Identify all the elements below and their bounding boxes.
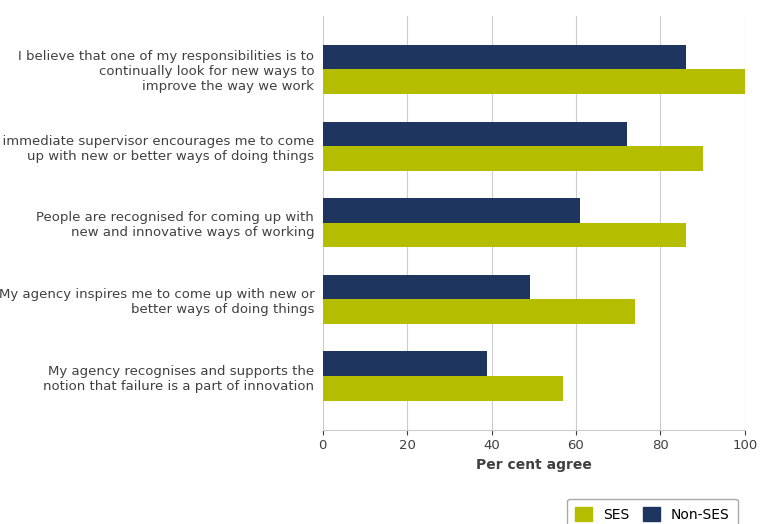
Bar [323, 198, 580, 223]
Bar [323, 352, 488, 376]
Bar [323, 146, 703, 171]
Bar [323, 45, 686, 69]
Bar [323, 299, 635, 324]
Bar [323, 69, 745, 94]
Bar [323, 223, 686, 247]
Bar [323, 122, 627, 146]
Bar [323, 275, 530, 299]
Bar [323, 376, 563, 400]
Legend: SES, Non-SES: SES, Non-SES [567, 499, 738, 524]
X-axis label: Per cent agree: Per cent agree [476, 458, 591, 472]
